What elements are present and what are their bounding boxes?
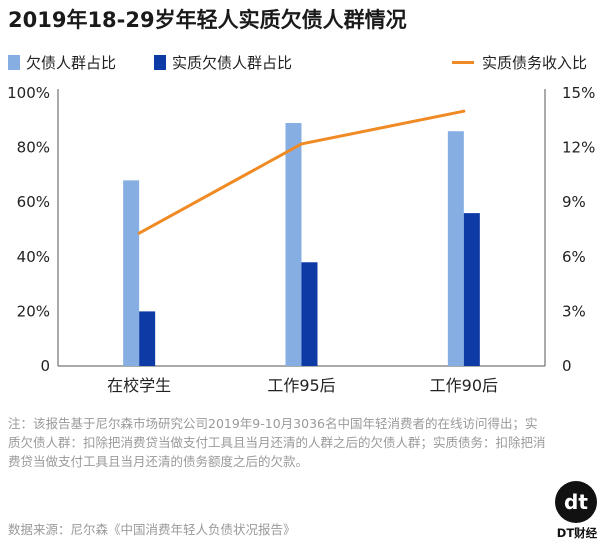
dt-logo-icon: dt: [555, 481, 597, 523]
x-tick-label: 工作90后: [430, 376, 498, 395]
bar-debt-ratio: [447, 131, 464, 366]
bar-debt-ratio: [123, 180, 140, 366]
bar-real-debt-ratio: [463, 213, 480, 366]
y-left-tick-label: 0: [40, 357, 50, 375]
y-right-tick-label: 0: [562, 357, 572, 375]
legend-item-real-debt-ratio: 实质欠债人群占比: [154, 52, 292, 73]
y-left-tick-label: 40%: [17, 248, 50, 266]
bar-real-debt-ratio: [301, 262, 318, 366]
y-left-tick-label: 60%: [17, 193, 50, 211]
data-source: 数据来源：尼尔森《中国消费年轻人负债状况报告》: [8, 522, 296, 537]
legend-swatch-debt-ratio: [8, 55, 20, 70]
y-right-tick-label: 6%: [562, 248, 586, 266]
brand-name: DT财经: [556, 526, 598, 540]
y-right-tick-label: 3%: [562, 302, 586, 320]
footnote: 注：该报告基于尼尔森市场研究公司2019年9-10月3036名中国年轻消费者的在…: [8, 416, 546, 469]
legend-item-debt-ratio: 欠债人群占比: [8, 52, 116, 73]
chart-title: 2019年18-29岁年轻人实质欠债人群情况: [8, 8, 407, 32]
y-right-tick-label: 12%: [562, 139, 595, 157]
y-left-tick-label: 20%: [17, 302, 50, 320]
legend-swatch-debt-income-ratio: [452, 61, 474, 64]
legend-label-debt-ratio: 欠债人群占比: [26, 54, 117, 72]
legend-label-real-debt-ratio: 实质欠债人群占比: [172, 54, 293, 72]
legend-item-debt-income-ratio: 实质债务收入比: [452, 52, 587, 73]
y-left-tick-label: 80%: [17, 139, 50, 157]
y-right-tick-label: 9%: [562, 193, 586, 211]
legend-swatch-real-debt-ratio: [154, 55, 166, 70]
x-tick-label: 工作95后: [267, 376, 335, 395]
combo-chart: 0 20% 40% 60% 80% 100% 0 3% 6% 9% 12% 15% 在校学生 工作95后 工…: [7, 84, 595, 395]
y-left-tick-label: 100%: [7, 84, 50, 102]
bar-real-debt-ratio: [139, 311, 156, 366]
line-debt-income-ratio: [137, 109, 466, 235]
y-right-tick-label: 15%: [562, 84, 595, 102]
bar-debt-ratio: [285, 123, 302, 366]
legend-label-debt-income-ratio: 实质债务收入比: [482, 54, 588, 72]
x-tick-label: 在校学生: [107, 376, 171, 395]
